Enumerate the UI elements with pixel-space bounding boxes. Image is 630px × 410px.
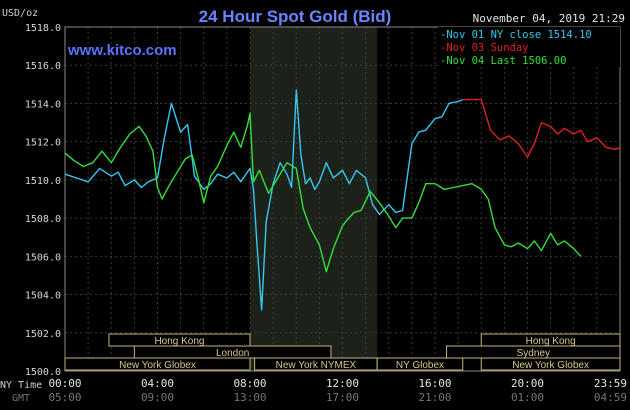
x-tick-gmt-label: 21:00 (418, 391, 451, 404)
chart-title: 24 Hour Spot Gold (Bid) (199, 7, 392, 26)
session-box (480, 357, 621, 371)
series-line (64, 89, 464, 311)
legend-entry: -Nov 01 NY close 1514.10 (440, 29, 592, 41)
session-bar: London (133, 345, 332, 359)
session-label: Hong Kong (526, 336, 576, 347)
session-label: New York Globex (512, 360, 589, 371)
session-bar: Sydney (446, 345, 621, 359)
session-bar: New York Globex (480, 357, 621, 371)
y-axis-unit-label: USD/oz (2, 8, 38, 19)
session-label: New York NYMEX (276, 360, 357, 371)
y-tick-label: 1508.0 (25, 214, 61, 225)
x-tick-gmt-label: 04:59 (594, 391, 627, 404)
plot-frame (64, 26, 621, 372)
x-tick-ny-label: 08:00 (233, 377, 266, 390)
session-bar: New York Globex (64, 357, 251, 371)
x-tick-ny-label: 12:00 (326, 377, 359, 390)
x-tick-gmt-label: 13:00 (233, 391, 266, 404)
session-bar: Hong Kong (480, 333, 621, 347)
x-tick-ny-label: 20:00 (511, 377, 544, 390)
session-label: NY Globex (396, 360, 444, 371)
y-tick-label: 1510.0 (25, 176, 61, 187)
nymex-session-band (250, 27, 378, 371)
x-axis-gmt-label: GMT (12, 393, 30, 404)
x-tick-gmt-label: 05:00 (48, 391, 81, 404)
series-line (64, 112, 582, 273)
chart-timestamp: November 04, 2019 21:29 (473, 12, 625, 25)
x-tick-ny-label: 04:00 (141, 377, 174, 390)
y-tick-label: 1512.0 (25, 138, 61, 149)
session-label: Sydney (517, 348, 550, 359)
x-tick-gmt-label: 01:00 (511, 391, 544, 404)
x-tick-ny-label: 23:59 (594, 377, 627, 390)
session-box (64, 357, 251, 371)
x-tick-gmt-label: 09:00 (141, 391, 174, 404)
y-tick-label: 1500.0 (25, 367, 61, 378)
x-axis-ny-label: NY Time (0, 380, 42, 391)
x-tick-ny-label: 16:00 (418, 377, 451, 390)
watermark-url: www.kitco.com (67, 42, 177, 59)
y-tick-label: 1502.0 (25, 329, 61, 340)
series-line (462, 98, 621, 158)
legend-entry: -Nov 04 Last 1506.00 (440, 55, 566, 67)
x-tick-ny-label: 00:00 (48, 377, 81, 390)
session-label: New York Globex (119, 360, 196, 371)
legend-entry: -Nov 03 Sunday (440, 42, 529, 54)
y-tick-label: 1518.0 (25, 23, 61, 34)
y-tick-label: 1516.0 (25, 61, 61, 72)
y-tick-label: 1514.0 (25, 99, 61, 110)
session-label: London (216, 348, 249, 359)
y-tick-label: 1506.0 (25, 252, 61, 263)
legend-box (438, 27, 620, 67)
session-bar: New York NYMEX (254, 357, 378, 371)
x-tick-gmt-label: 17:00 (326, 391, 359, 404)
session-bar: NY Globex (376, 357, 464, 371)
session-bar: Hong Kong (108, 333, 251, 347)
session-box (376, 357, 464, 371)
session-label: Hong Kong (154, 336, 204, 347)
y-tick-label: 1504.0 (25, 291, 61, 302)
